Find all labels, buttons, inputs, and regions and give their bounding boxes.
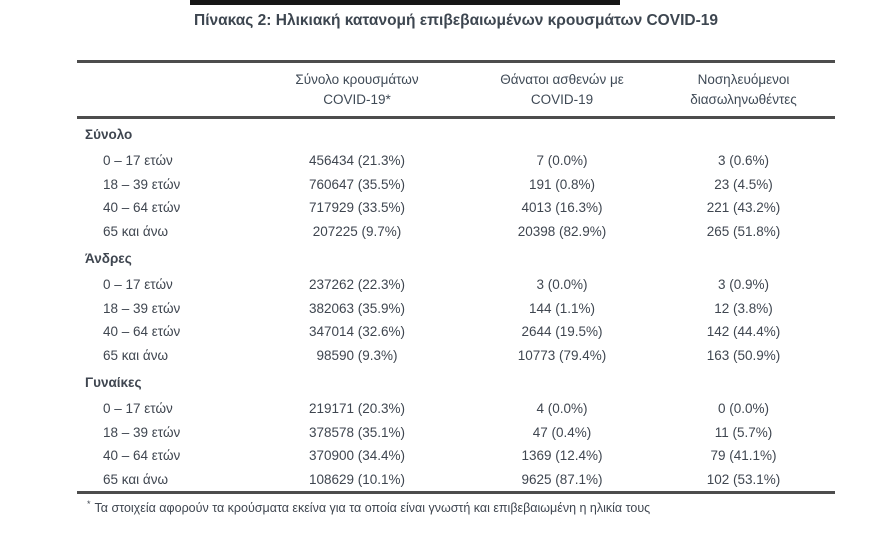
table-top-rule [77, 60, 835, 63]
age-group-label: 65 και άνω [103, 347, 169, 363]
intubated-value: 12 (3.8%) [714, 300, 773, 316]
table-row: 0 – 17 ετών 219171 (20.3%) 4 (0.0%) 0 (0.0%… [77, 397, 835, 421]
cases-value: 760647 (35.5%) [308, 176, 406, 192]
section-header-row: Γυναίκες [77, 367, 835, 397]
age-group-label: 40 – 64 ετών [103, 448, 181, 464]
intubated-value: 23 (4.5%) [714, 176, 773, 192]
deaths-value: 3 (0.0%) [536, 277, 588, 293]
section-label: Γυναίκες [85, 374, 142, 390]
age-group-label: 0 – 17 ετών [103, 153, 173, 169]
intubated-value: 102 (53.1%) [706, 471, 781, 487]
age-group-label: 18 – 39 ετών [103, 300, 181, 316]
top-crop-bar [190, 0, 620, 5]
cases-value: 717929 (33.5%) [308, 200, 406, 216]
cases-value: 207225 (9.7%) [312, 223, 402, 239]
column-header-cases-line1: Σύνολο κρουσμάτων [295, 72, 419, 87]
column-header-deaths: Θάνατοι ασθενών με COVID-19 [472, 70, 652, 110]
table-row: 18 – 39 ετών 382063 (35.9%) 144 (1.1%) 12 (… [77, 297, 835, 321]
table-row: 65 και άνω 108629 (10.1%) 9625 (87.1%) 102 … [77, 468, 835, 492]
column-header-cases-line2: COVID-19* [323, 92, 391, 107]
age-group-label: 18 – 39 ετών [103, 176, 181, 192]
column-header-intubated-line1: Νοσηλευόμενοι [697, 72, 790, 87]
deaths-value: 20398 (82.9%) [517, 223, 607, 239]
footnote-text: Τα στοιχεία αφορούν τα κρούσματα εκείνα … [94, 501, 651, 516]
table-body: Σύνολο 0 – 17 ετών 456434 (21.3%) 7 (0.0%) 3… [77, 119, 835, 491]
intubated-value: 11 (5.7%) [714, 424, 773, 440]
deaths-value: 47 (0.4%) [532, 424, 592, 440]
age-group-label: 0 – 17 ετών [103, 401, 173, 417]
section-label: Άνδρες [85, 250, 132, 266]
cases-value: 347014 (32.6%) [308, 324, 406, 340]
table-row: 40 – 64 ετών 370900 (34.4%) 1369 (12.4%) 79… [77, 444, 835, 468]
table-footnote: * Τα στοιχεία αφορούν τα κρούσματα εκείνα… [77, 499, 835, 515]
deaths-value: 9625 (87.1%) [521, 471, 603, 487]
intubated-value: 3 (0.9%) [717, 277, 770, 293]
table-row: 18 – 39 ετών 760647 (35.5%) 191 (0.8%) 23 (… [77, 173, 835, 197]
deaths-value: 4013 (16.3%) [521, 200, 603, 216]
table-row: 65 και άνω 207225 (9.7%) 20398 (82.9%) 265 … [77, 220, 835, 244]
intubated-value: 0 (0.0%) [717, 401, 770, 417]
deaths-value: 1369 (12.4%) [521, 448, 603, 464]
age-group-label: 18 – 39 ετών [103, 424, 181, 440]
intubated-value: 142 (44.4%) [706, 324, 781, 340]
intubated-value: 163 (50.9%) [706, 347, 781, 363]
column-header-intubated: Νοσηλευόμενοι διασωληνωθέντες [652, 70, 835, 110]
table-row: 0 – 17 ετών 456434 (21.3%) 7 (0.0%) 3 (0.6%… [77, 149, 835, 173]
column-header-deaths-line1: Θάνατοι ασθενών με [500, 72, 624, 87]
intubated-value: 79 (41.1%) [710, 448, 777, 464]
deaths-value: 4 (0.0%) [536, 401, 588, 417]
column-header-deaths-line2: COVID-19 [530, 92, 594, 107]
table-row: 65 και άνω 98590 (9.3%) 10773 (79.4%) 163 (… [77, 344, 835, 368]
section-header-row: Σύνολο [77, 119, 835, 149]
column-header-intubated-line2: διασωληνωθέντες [690, 92, 797, 107]
intubated-value: 265 (51.8%) [706, 223, 781, 239]
cases-value: 370900 (34.4%) [308, 448, 406, 464]
deaths-value: 2644 (19.5%) [521, 324, 603, 340]
table-row: 40 – 64 ετών 717929 (33.5%) 4013 (16.3%) 22… [77, 196, 835, 220]
section-header-row: Άνδρες [77, 243, 835, 273]
covid-age-table: Σύνολο κρουσμάτων COVID-19* Θάνατοι ασθε… [77, 60, 835, 515]
column-header-cases: Σύνολο κρουσμάτων COVID-19* [242, 70, 472, 110]
age-group-label: 40 – 64 ετών [103, 324, 181, 340]
cases-value: 98590 (9.3%) [316, 347, 398, 363]
table-row: 40 – 64 ετών 347014 (32.6%) 2644 (19.5%) 14… [77, 320, 835, 344]
cases-value: 237262 (22.3%) [308, 277, 406, 293]
age-group-label: 65 και άνω [103, 223, 169, 239]
page-title: Πίνακας 2: Ηλικιακή κατανομή επιβεβαιωμέ… [194, 12, 718, 29]
table-row: 0 – 17 ετών 237262 (22.3%) 3 (0.0%) 3 (0.9%… [77, 273, 835, 297]
table-header-rule [77, 116, 835, 119]
table-row: 18 – 39 ετών 378578 (35.1%) 47 (0.4%) 11 (5… [77, 421, 835, 445]
cases-value: 108629 (10.1%) [308, 471, 406, 487]
table-bottom-rule [77, 491, 835, 494]
intubated-value: 3 (0.6%) [717, 153, 770, 169]
intubated-value: 221 (43.2%) [706, 200, 781, 216]
deaths-value: 10773 (79.4%) [517, 347, 607, 363]
cases-value: 219171 (20.3%) [308, 401, 406, 417]
deaths-value: 191 (0.8%) [528, 176, 596, 192]
cases-value: 456434 (21.3%) [308, 153, 406, 169]
section-label: Σύνολο [85, 126, 133, 142]
age-group-label: 65 και άνω [103, 471, 169, 487]
cases-value: 382063 (35.9%) [308, 300, 406, 316]
footnote-asterisk: * [87, 499, 91, 509]
age-group-label: 40 – 64 ετών [103, 200, 181, 216]
age-group-label: 0 – 17 ετών [103, 277, 173, 293]
table-header-row: Σύνολο κρουσμάτων COVID-19* Θάνατοι ασθε… [77, 63, 835, 116]
deaths-value: 144 (1.1%) [528, 300, 596, 316]
cases-value: 378578 (35.1%) [308, 424, 406, 440]
deaths-value: 7 (0.0%) [536, 153, 588, 169]
